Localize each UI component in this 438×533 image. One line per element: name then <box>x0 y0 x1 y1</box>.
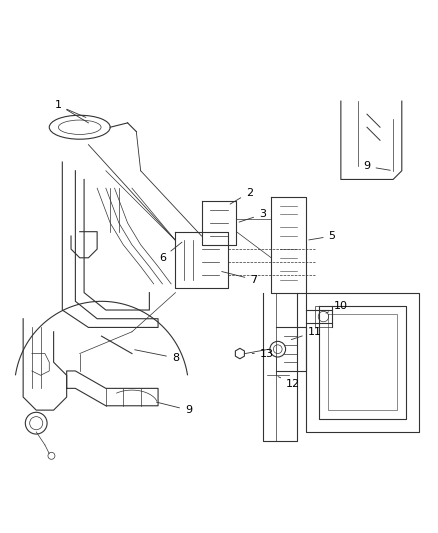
Text: 7: 7 <box>222 271 258 285</box>
Text: 8: 8 <box>134 350 179 363</box>
Text: 5: 5 <box>309 231 336 241</box>
Text: 9: 9 <box>156 402 192 415</box>
Text: 13: 13 <box>252 349 274 359</box>
Bar <box>315 305 332 327</box>
Text: 3: 3 <box>239 209 266 222</box>
Text: 2: 2 <box>230 188 253 204</box>
Text: 6: 6 <box>159 242 182 263</box>
Text: 10: 10 <box>326 301 348 313</box>
Text: 9: 9 <box>364 161 390 172</box>
Text: 1: 1 <box>54 100 86 117</box>
Text: 12: 12 <box>278 376 300 389</box>
Text: 11: 11 <box>291 327 322 340</box>
